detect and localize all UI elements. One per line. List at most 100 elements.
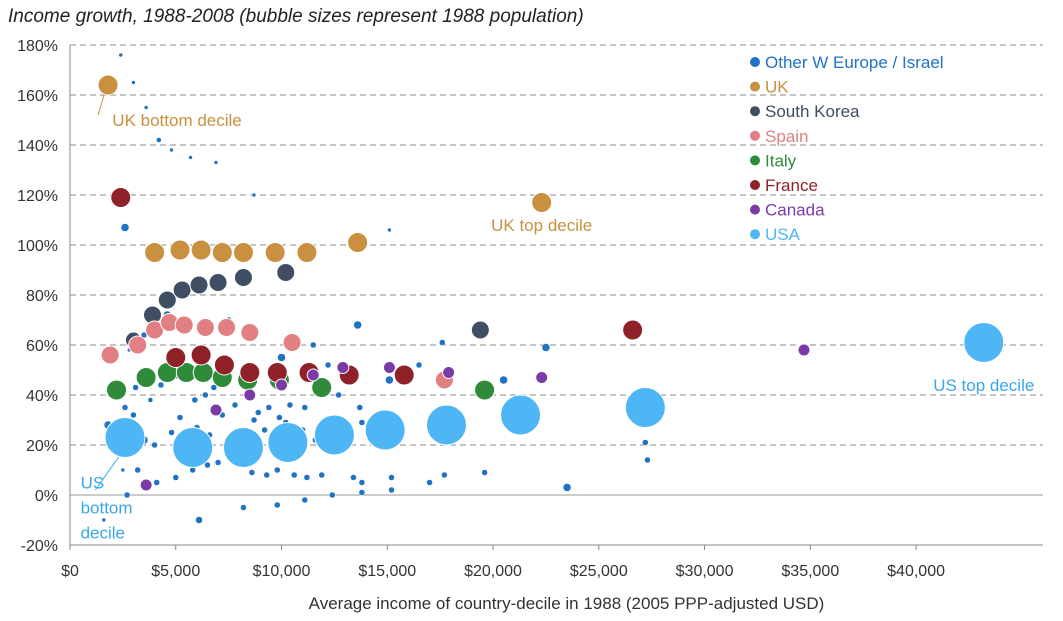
point-other-w-europe-israel bbox=[415, 361, 423, 369]
point-other-w-europe-israel bbox=[176, 414, 184, 421]
x-axis-label: Average income of country-decile in 1988… bbox=[309, 594, 825, 613]
point-other-w-europe-israel bbox=[387, 227, 392, 233]
legend-label: South Korea bbox=[765, 102, 860, 121]
point-south-korea bbox=[189, 275, 209, 295]
point-other-w-europe-israel bbox=[132, 384, 139, 391]
point-spain bbox=[174, 315, 194, 335]
point-other-w-europe-israel bbox=[195, 516, 203, 524]
legend-label: Canada bbox=[765, 201, 825, 220]
point-other-w-europe-israel bbox=[358, 419, 366, 426]
point-usa bbox=[426, 404, 468, 446]
point-france bbox=[110, 187, 132, 208]
point-spain bbox=[128, 335, 148, 355]
point-uk bbox=[264, 242, 286, 263]
point-other-w-europe-israel bbox=[169, 147, 174, 153]
x-tick-label: $35,000 bbox=[781, 563, 839, 580]
axes: -20% 0% 20% 40% 60% 80% 100% 120% 140% 160% 180% $0… bbox=[17, 38, 1043, 580]
annotation-label: UK bottom decile bbox=[112, 111, 241, 130]
point-other-w-europe-israel bbox=[250, 416, 258, 424]
point-south-korea bbox=[276, 263, 296, 282]
point-other-w-europe-israel bbox=[642, 439, 649, 446]
point-usa bbox=[222, 427, 264, 468]
legend-label: Other W Europe / Israel bbox=[765, 53, 944, 72]
legend-swatch bbox=[750, 106, 760, 117]
legend: Other W Europe / Israel UK South Korea Spai… bbox=[750, 53, 944, 244]
y-tick-label: 20% bbox=[26, 438, 58, 455]
point-other-w-europe-israel bbox=[439, 339, 446, 346]
point-france bbox=[239, 362, 261, 383]
point-other-w-europe-israel bbox=[499, 375, 508, 385]
annotation-label: bottom bbox=[81, 499, 133, 518]
point-other-w-europe-israel bbox=[147, 397, 154, 403]
point-other-w-europe-israel bbox=[121, 404, 129, 411]
point-spain bbox=[282, 333, 302, 352]
x-tick-label: $30,000 bbox=[676, 563, 734, 580]
legend-label: France bbox=[765, 176, 818, 195]
point-france bbox=[190, 344, 212, 366]
x-tick-label: $25,000 bbox=[570, 563, 628, 580]
point-other-w-europe-israel bbox=[324, 361, 332, 369]
point-other-w-europe-israel bbox=[168, 429, 175, 436]
point-other-w-europe-israel bbox=[350, 474, 357, 481]
point-other-w-europe-israel bbox=[426, 479, 433, 486]
x-tick-label: $15,000 bbox=[358, 563, 416, 580]
point-canada bbox=[442, 366, 456, 379]
point-other-w-europe-israel bbox=[231, 401, 239, 409]
legend-swatch bbox=[750, 229, 760, 240]
point-other-w-europe-israel bbox=[202, 391, 209, 399]
legend-swatch bbox=[750, 57, 760, 67]
y-tick-label: 100% bbox=[17, 238, 58, 255]
point-other-w-europe-israel bbox=[388, 474, 395, 481]
point-other-w-europe-israel bbox=[261, 426, 268, 434]
point-other-w-europe-israel bbox=[644, 456, 651, 464]
point-uk bbox=[211, 242, 233, 263]
point-france bbox=[213, 354, 235, 376]
x-tick-label: $5,000 bbox=[151, 563, 200, 580]
point-other-w-europe-israel bbox=[329, 491, 336, 499]
point-other-w-europe-israel bbox=[274, 501, 281, 509]
point-italy bbox=[311, 377, 333, 398]
legend-label: Spain bbox=[765, 127, 808, 146]
point-other-w-europe-israel bbox=[143, 105, 149, 110]
gridlines bbox=[70, 44, 1043, 446]
point-other-w-europe-israel bbox=[151, 441, 158, 449]
y-tick-label: 120% bbox=[17, 188, 58, 205]
point-other-w-europe-israel bbox=[263, 471, 270, 479]
point-usa bbox=[104, 417, 146, 458]
point-canada bbox=[139, 478, 153, 492]
annotation-label: US bbox=[81, 474, 105, 493]
point-other-w-europe-israel bbox=[240, 504, 247, 511]
point-other-w-europe-israel bbox=[481, 469, 488, 476]
point-other-w-europe-israel bbox=[191, 396, 199, 404]
legend-swatch bbox=[750, 130, 760, 141]
point-other-w-europe-israel bbox=[276, 414, 283, 421]
point-other-w-europe-israel bbox=[310, 341, 317, 349]
point-uk bbox=[190, 239, 212, 261]
point-uk bbox=[144, 242, 166, 263]
point-uk bbox=[97, 74, 119, 96]
point-other-w-europe-israel bbox=[358, 489, 366, 496]
point-other-w-europe-israel bbox=[131, 80, 136, 85]
y-tick-label: 160% bbox=[17, 88, 58, 105]
legend-swatch bbox=[750, 155, 760, 166]
point-south-korea bbox=[157, 290, 177, 310]
point-other-w-europe-israel bbox=[120, 223, 130, 232]
y-tick-label: -20% bbox=[21, 538, 58, 555]
point-usa bbox=[364, 409, 406, 451]
point-france bbox=[393, 364, 415, 386]
point-other-w-europe-israel bbox=[156, 137, 162, 143]
point-other-w-europe-israel bbox=[120, 467, 126, 473]
point-south-korea bbox=[172, 280, 192, 300]
data-points bbox=[97, 52, 1005, 524]
point-other-w-europe-israel bbox=[255, 409, 262, 416]
point-other-w-europe-israel bbox=[562, 483, 572, 492]
point-uk bbox=[169, 239, 191, 261]
chart-title: Income growth, 1988-2008 (bubble sizes r… bbox=[8, 6, 584, 27]
point-other-w-europe-israel bbox=[213, 160, 219, 165]
point-other-w-europe-israel bbox=[356, 404, 364, 411]
point-other-w-europe-israel bbox=[265, 404, 273, 411]
point-other-w-europe-israel bbox=[153, 479, 160, 486]
point-usa bbox=[500, 394, 542, 436]
point-other-w-europe-israel bbox=[353, 320, 362, 330]
